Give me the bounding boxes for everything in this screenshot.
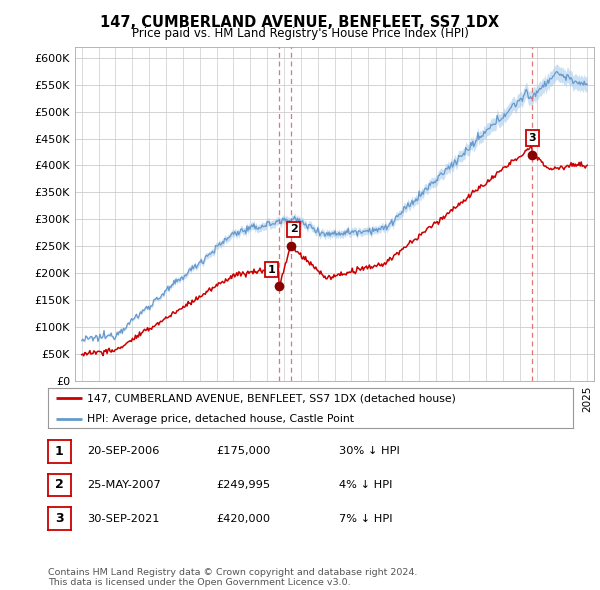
Text: 2: 2 bbox=[290, 224, 298, 234]
Text: 3: 3 bbox=[55, 512, 64, 525]
Text: 7% ↓ HPI: 7% ↓ HPI bbox=[339, 514, 392, 523]
Text: Contains HM Land Registry data © Crown copyright and database right 2024.
This d: Contains HM Land Registry data © Crown c… bbox=[48, 568, 418, 587]
Text: 4% ↓ HPI: 4% ↓ HPI bbox=[339, 480, 392, 490]
Text: 1: 1 bbox=[268, 265, 275, 274]
Text: 1: 1 bbox=[55, 445, 64, 458]
Text: 2: 2 bbox=[55, 478, 64, 491]
Text: 147, CUMBERLAND AVENUE, BENFLEET, SS7 1DX (detached house): 147, CUMBERLAND AVENUE, BENFLEET, SS7 1D… bbox=[88, 394, 456, 404]
Text: £420,000: £420,000 bbox=[216, 514, 270, 523]
Text: HPI: Average price, detached house, Castle Point: HPI: Average price, detached house, Cast… bbox=[88, 414, 355, 424]
Text: 25-MAY-2007: 25-MAY-2007 bbox=[87, 480, 161, 490]
Text: 147, CUMBERLAND AVENUE, BENFLEET, SS7 1DX: 147, CUMBERLAND AVENUE, BENFLEET, SS7 1D… bbox=[100, 15, 500, 30]
Text: £175,000: £175,000 bbox=[216, 447, 271, 456]
Text: Price paid vs. HM Land Registry's House Price Index (HPI): Price paid vs. HM Land Registry's House … bbox=[131, 27, 469, 40]
Text: 30-SEP-2021: 30-SEP-2021 bbox=[87, 514, 160, 523]
Text: £249,995: £249,995 bbox=[216, 480, 270, 490]
Text: 20-SEP-2006: 20-SEP-2006 bbox=[87, 447, 160, 456]
Text: 30% ↓ HPI: 30% ↓ HPI bbox=[339, 447, 400, 456]
Text: 3: 3 bbox=[529, 133, 536, 143]
